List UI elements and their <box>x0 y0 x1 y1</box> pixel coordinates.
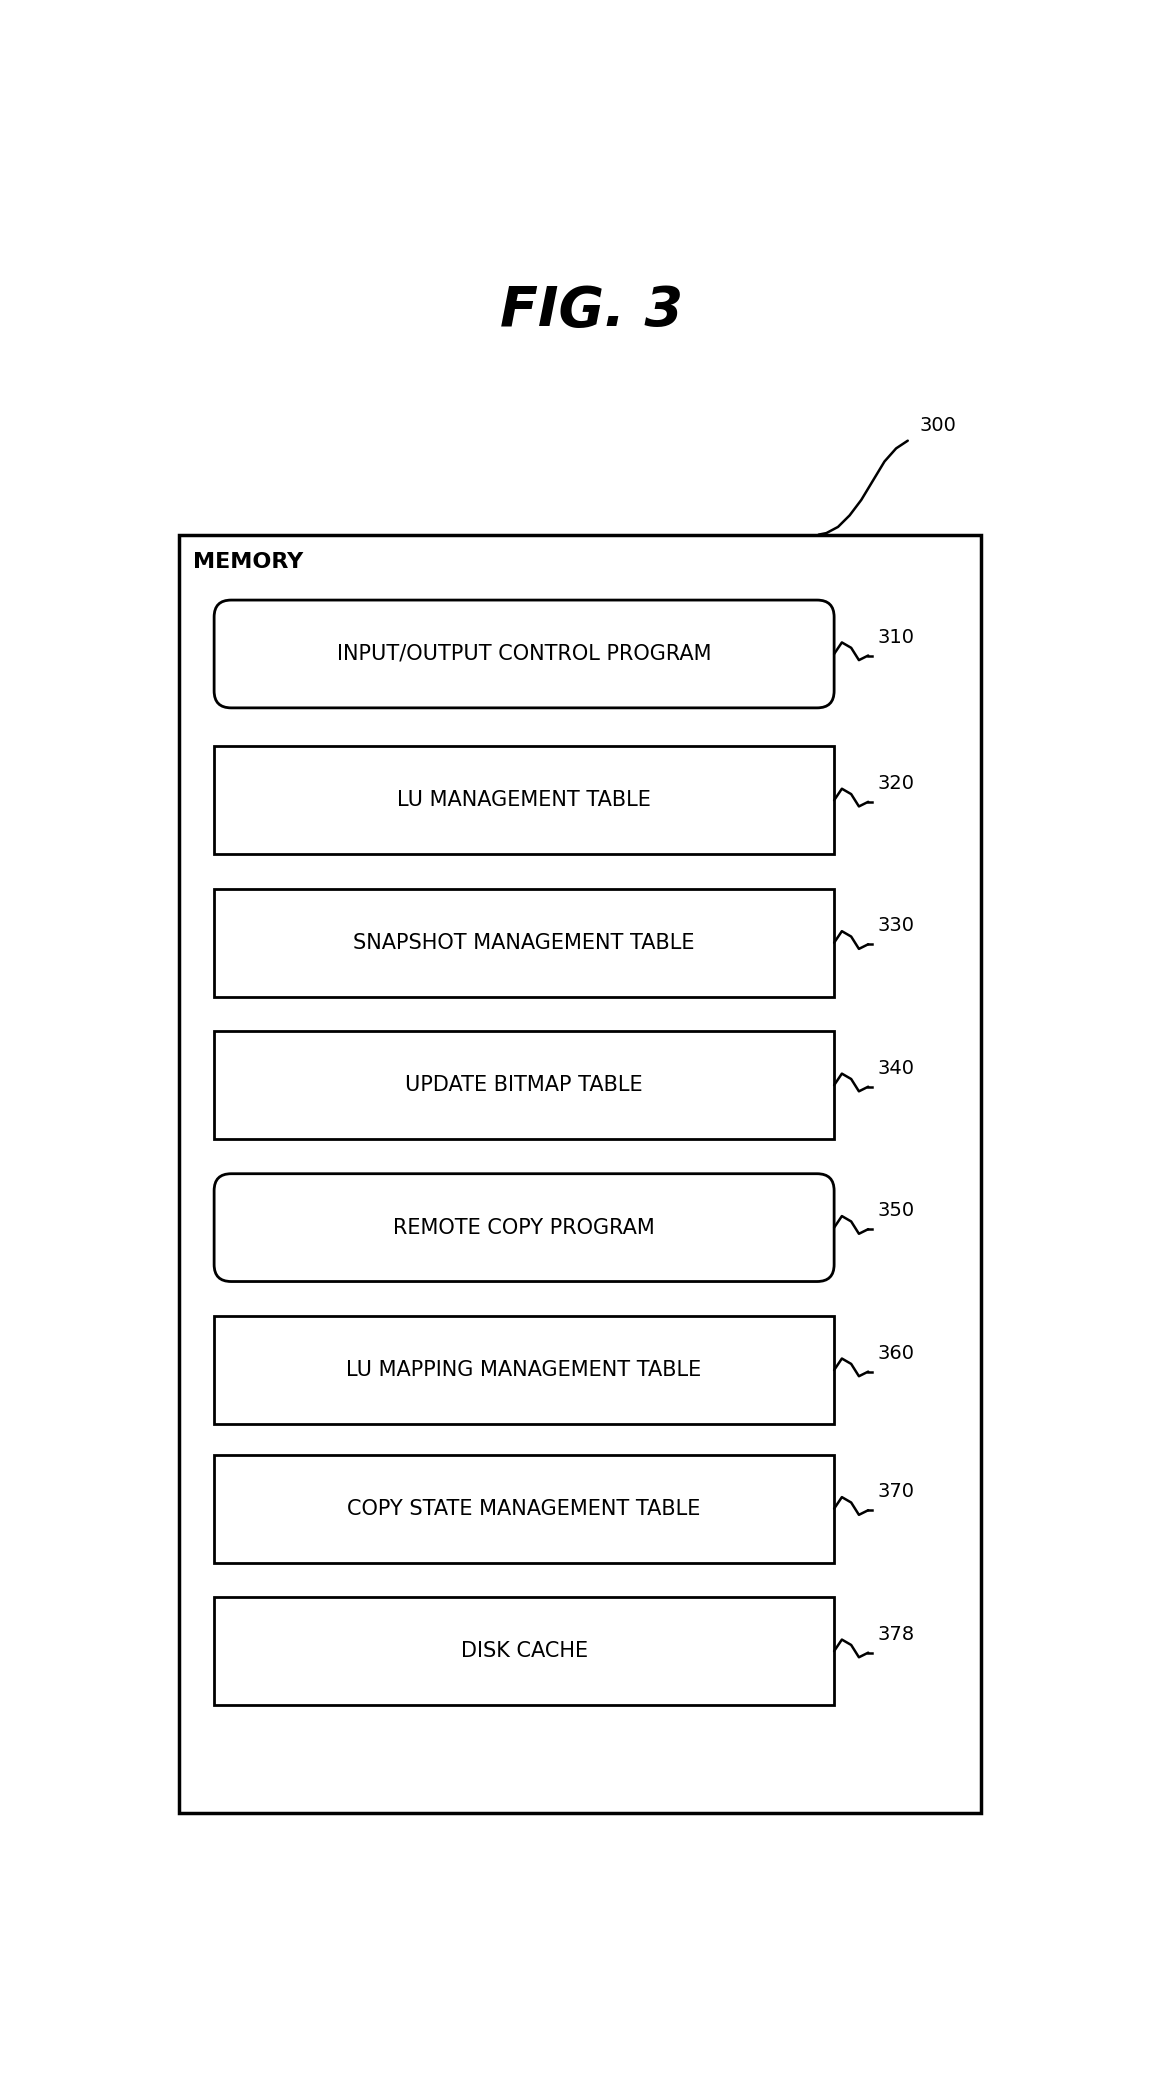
Text: 330: 330 <box>878 916 915 934</box>
Text: SNAPSHOT MANAGEMENT TABLE: SNAPSHOT MANAGEMENT TABLE <box>353 932 695 953</box>
Text: 310: 310 <box>878 628 915 647</box>
Text: LU MANAGEMENT TABLE: LU MANAGEMENT TABLE <box>397 791 651 810</box>
Text: MEMORY: MEMORY <box>193 551 304 572</box>
Text: UPDATE BITMAP TABLE: UPDATE BITMAP TABLE <box>405 1076 643 1095</box>
Text: REMOTE COPY PROGRAM: REMOTE COPY PROGRAM <box>393 1217 655 1238</box>
Bar <box>214 1032 834 1138</box>
Bar <box>214 1455 834 1563</box>
Bar <box>214 1598 834 1704</box>
Text: 340: 340 <box>878 1059 915 1078</box>
Text: INPUT/OUTPUT CONTROL PROGRAM: INPUT/OUTPUT CONTROL PROGRAM <box>337 643 711 664</box>
Text: 378: 378 <box>878 1625 915 1644</box>
Bar <box>179 535 982 1813</box>
Text: FIG. 3: FIG. 3 <box>500 285 683 339</box>
FancyBboxPatch shape <box>214 1174 834 1282</box>
Text: 360: 360 <box>878 1344 915 1363</box>
Text: DISK CACHE: DISK CACHE <box>461 1642 588 1661</box>
Text: 350: 350 <box>878 1201 915 1219</box>
Text: 300: 300 <box>919 416 956 435</box>
Text: 370: 370 <box>878 1482 915 1500</box>
Text: 320: 320 <box>878 774 915 793</box>
Text: COPY STATE MANAGEMENT TABLE: COPY STATE MANAGEMENT TABLE <box>348 1498 701 1519</box>
FancyBboxPatch shape <box>214 599 834 708</box>
Bar <box>214 747 834 853</box>
Text: LU MAPPING MANAGEMENT TABLE: LU MAPPING MANAGEMENT TABLE <box>346 1361 702 1380</box>
Bar <box>214 1315 834 1423</box>
Bar <box>214 889 834 997</box>
